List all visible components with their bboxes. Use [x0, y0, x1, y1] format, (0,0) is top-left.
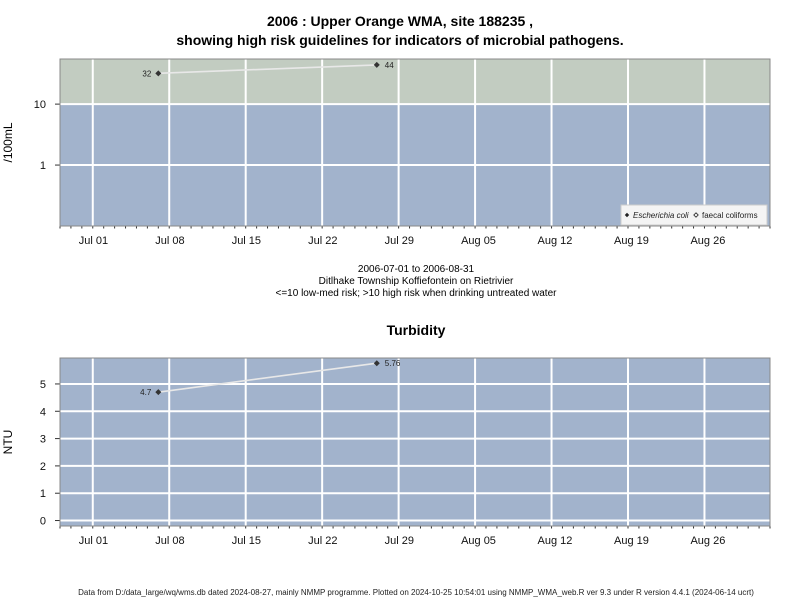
y-tick-label: 4 [40, 406, 46, 418]
legend-item-label: Escherichia coli [633, 211, 689, 220]
x-tick-label: Jul 22 [308, 535, 337, 547]
x-tick-label: Aug 05 [461, 235, 496, 247]
plot-border [59, 357, 771, 527]
y-tick-label: 0 [40, 516, 46, 528]
y-tick-label: 1 [40, 160, 46, 172]
plot-background [60, 358, 770, 526]
legend-item-label: faecal coliforms [702, 211, 758, 220]
plot-border [59, 58, 771, 227]
chart-title-line1: 2006 : Upper Orange WMA, site 188235 , [266, 13, 534, 29]
data-point [373, 61, 380, 68]
y-tick-label: 5 [40, 379, 46, 391]
legend-marker-filled [624, 212, 630, 218]
location-text: Ditlhake Township Koffiefontein on Rietr… [318, 276, 514, 287]
x-tick-label: Aug 12 [538, 535, 573, 547]
chart-title-line2: showing high risk guidelines for indicat… [176, 32, 624, 48]
y-tick-label: 10 [34, 99, 46, 111]
footer-text: Data from D:/data_large/wq/wms.db dated … [78, 588, 754, 597]
x-tick-label: Aug 12 [538, 235, 573, 247]
data-label: 5.76 [385, 359, 401, 368]
y-tick-label: 1 [40, 488, 46, 500]
legend-marker-open [693, 212, 699, 218]
x-tick-label: Aug 19 [614, 235, 649, 247]
y-axis-label: /100mL [1, 122, 15, 162]
x-tick-label: Jul 29 [385, 235, 414, 247]
turbidity-chart: Jul 01 Jul 08 Jul 15 Jul 22 Jul 29 Aug 05 Aug … [1, 357, 771, 547]
x-tick-label: Aug 26 [690, 235, 725, 247]
series-line [158, 362, 377, 393]
x-tick-label: Jul 15 [232, 535, 261, 547]
y-tick-label: 2 [40, 461, 46, 473]
x-tick-label: Jul 01 [79, 535, 108, 547]
high-risk-zone [60, 59, 770, 105]
data-label: 32 [142, 69, 151, 78]
x-tick-label: Jul 29 [385, 535, 414, 547]
y-tick-label: 3 [40, 434, 46, 446]
x-tick-label: Aug 26 [690, 535, 725, 547]
guideline-text: <=10 low-med risk; >10 high risk when dr… [275, 288, 557, 299]
x-tick-label: Jul 08 [155, 535, 184, 547]
series-line [158, 64, 377, 75]
data-point [155, 389, 162, 396]
data-point [373, 360, 380, 367]
x-tick-label: Jul 22 [308, 235, 337, 247]
turbidity-title: Turbidity [386, 322, 446, 338]
x-tick-label: Jul 15 [232, 235, 261, 247]
y-axis-label: NTU [1, 430, 15, 455]
microbial-chart: Jul 01 Jul 08 Jul 15 Jul 22 Jul 29 Aug 05 Aug … [1, 58, 771, 247]
x-tick-label: Jul 08 [155, 235, 184, 247]
date-range-text: 2006-07-01 to 2006-08-31 [357, 264, 475, 275]
data-label: 44 [385, 61, 394, 70]
data-label: 4.7 [140, 388, 152, 397]
x-tick-label: Aug 05 [461, 535, 496, 547]
x-tick-label: Jul 01 [79, 235, 108, 247]
data-point [155, 70, 162, 77]
x-tick-label: Aug 19 [614, 535, 649, 547]
